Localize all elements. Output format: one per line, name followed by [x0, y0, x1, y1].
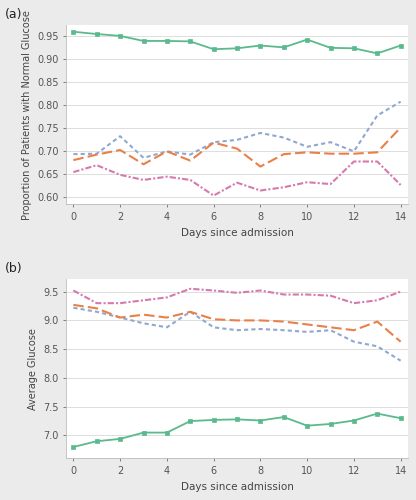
- Text: (b): (b): [5, 262, 22, 276]
- Text: (a): (a): [5, 8, 22, 21]
- X-axis label: Days since admission: Days since admission: [181, 228, 293, 237]
- X-axis label: Days since admission: Days since admission: [181, 482, 293, 492]
- Y-axis label: Proportion of Patients with Normal Glucose: Proportion of Patients with Normal Gluco…: [22, 10, 32, 220]
- Y-axis label: Average Glucose: Average Glucose: [28, 328, 38, 409]
